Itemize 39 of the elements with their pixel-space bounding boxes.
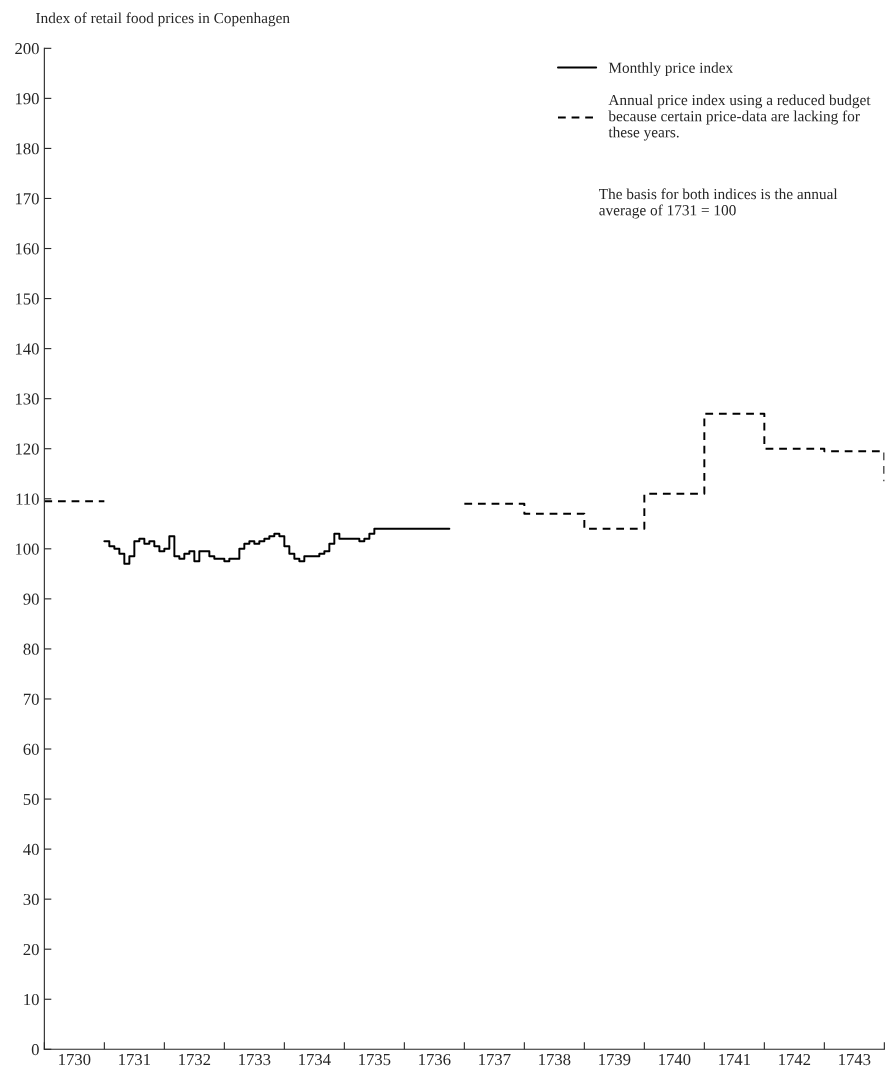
chart-title: Index of retail food prices in Copenhagen (36, 12, 290, 27)
legend-label: Annual price index using a reduced budget because certain price-data are lacking for these years. (608, 94, 871, 141)
y-tick-label: 110 (16, 493, 39, 505)
x-tick-label: 1739 (599, 1053, 631, 1066)
y-tick-label: 0 (31, 1044, 39, 1056)
x-tick-label: 1735 (359, 1053, 391, 1066)
y-tick-label: 30 (23, 893, 39, 906)
annotation: The basis for both indices is the annual average of 1731 = 100 (599, 188, 838, 219)
x-tick-label: 1738 (539, 1053, 571, 1066)
x-tick-label: 1730 (59, 1053, 91, 1066)
x-tick-label: 1733 (239, 1053, 271, 1066)
y-tick-label: 60 (23, 743, 39, 755)
x-tick-label: 1732 (179, 1053, 211, 1066)
y-tick-label: 90 (23, 593, 39, 605)
x-tick-label: 1742 (779, 1053, 811, 1066)
x-tick-label: 1736 (419, 1053, 451, 1066)
y-tick-label: 160 (15, 243, 39, 255)
x-tick-label: 1740 (659, 1053, 691, 1066)
x-tick-label: 1743 (839, 1053, 871, 1066)
y-tick-label: 140 (15, 343, 39, 355)
y-tick-label: 130 (15, 393, 39, 405)
y-tick-label: 170 (15, 193, 39, 205)
y-tick-label: 70 (23, 693, 39, 705)
y-tick-label: 40 (23, 843, 39, 856)
y-tick-label: 200 (15, 43, 39, 55)
y-tick-label: 100 (15, 543, 39, 555)
y-tick-label: 10 (24, 993, 39, 1006)
x-tick-label: 1731 (119, 1053, 151, 1066)
x-tick-label: 1737 (479, 1053, 511, 1066)
y-tick-label: 150 (15, 293, 39, 305)
y-tick-label: 50 (23, 793, 39, 805)
y-tick-label: 120 (15, 443, 39, 455)
y-tick-label: 180 (15, 143, 39, 155)
y-tick-label: 20 (23, 943, 39, 956)
y-tick-label: 190 (15, 93, 39, 105)
y-tick-label: 80 (23, 643, 39, 655)
x-tick-label: 1734 (299, 1053, 331, 1066)
x-tick-label: 1741 (719, 1054, 751, 1066)
legend-label: Monthly price index (608, 62, 733, 77)
